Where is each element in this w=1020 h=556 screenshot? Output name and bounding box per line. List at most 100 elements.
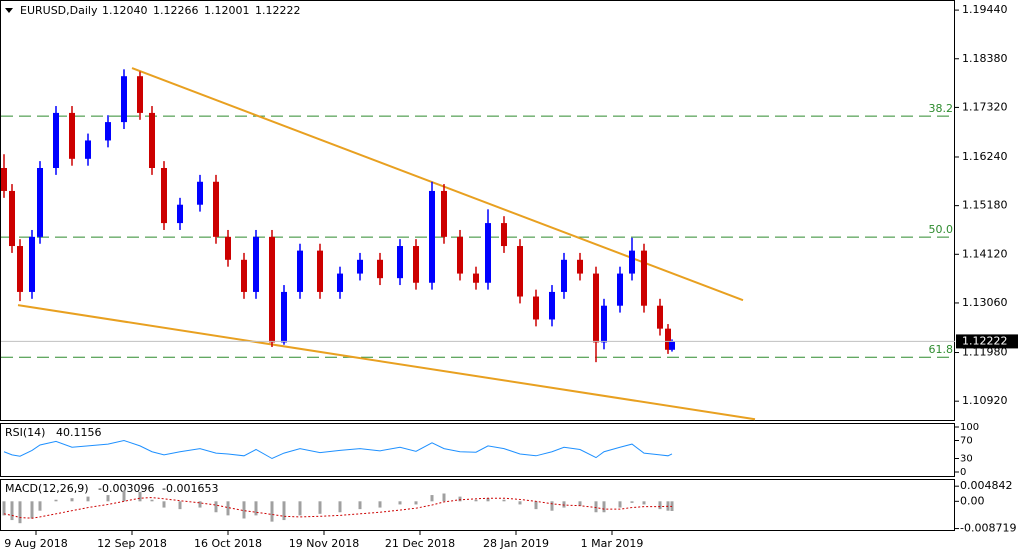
macd-bar: [458, 496, 462, 502]
candle-body: [593, 273, 599, 343]
macd-bar: [474, 499, 478, 502]
rsi-tick-label: 0: [960, 467, 966, 478]
macd-signal: [3, 497, 673, 519]
candle-body: [601, 305, 607, 343]
macd-bar: [254, 501, 258, 516]
macd-bar: [162, 501, 166, 508]
macd-bar: [430, 495, 434, 502]
y-tick-label: 1.19440: [962, 3, 1008, 16]
macd-bar: [534, 501, 538, 510]
x-tick-label: 19 Nov 2018: [289, 537, 359, 550]
macd-bar: [18, 501, 22, 524]
candle-body: [105, 122, 111, 141]
candle-body: [517, 246, 523, 297]
macd-bar: [70, 498, 74, 502]
candle-body: [269, 236, 275, 343]
candle-body: [629, 250, 635, 274]
candle-body: [397, 246, 403, 279]
macd-main-value: -0.003096: [98, 482, 154, 495]
macd-bar: [502, 499, 506, 502]
y-tick-label: 1.16240: [962, 150, 1008, 163]
candle-body: [533, 296, 539, 320]
macd-bar: [106, 495, 110, 502]
candle-body: [9, 190, 15, 247]
candle-body: [317, 250, 323, 292]
candle-body: [441, 190, 447, 237]
x-tick-label: 28 Jan 2019: [483, 537, 549, 550]
candle-body: [177, 204, 183, 224]
candle-body: [253, 236, 259, 292]
candle-body: [501, 223, 507, 247]
rsi-tick-label: 70: [960, 436, 973, 447]
candle-body: [549, 291, 555, 320]
candle-body: [149, 112, 155, 168]
rsi-title: RSI(14): [5, 426, 45, 439]
candle-body: [297, 250, 303, 292]
macd-bar: [358, 501, 362, 510]
macd-tick-label: 0.00: [960, 494, 985, 507]
rsi-tick-label: 100: [960, 422, 979, 433]
macd-bar: [198, 501, 202, 508]
candle-body: [669, 341, 675, 350]
candle-body: [37, 168, 43, 237]
candle-body: [161, 168, 167, 224]
macd-bar: [442, 493, 446, 502]
trendline: [17, 304, 756, 421]
candle-body: [69, 112, 75, 159]
ohlc-label: 1.12222: [255, 4, 301, 17]
macd-bar: [562, 501, 566, 508]
x-tick-label: 12 Sep 2018: [97, 537, 167, 550]
macd-bar: [54, 499, 58, 502]
candle-body: [281, 291, 287, 343]
macd-bar: [226, 501, 230, 516]
macd-bar: [398, 501, 402, 505]
macd-frame: [0, 479, 955, 531]
candle-body: [485, 223, 491, 283]
candle-body: [53, 112, 59, 168]
candle-body: [577, 259, 583, 274]
ohlc-label: 1.12001: [204, 4, 250, 17]
candle-body: [85, 140, 91, 159]
macd-bar: [138, 491, 142, 502]
candle-body: [641, 250, 647, 306]
macd-bar: [242, 501, 246, 519]
candle-body: [357, 259, 363, 274]
candle-body: [121, 76, 127, 123]
candle-body: [1, 168, 7, 191]
rsi-tick-label: 30: [960, 454, 973, 465]
macd-title: MACD(12,26,9): [5, 482, 89, 495]
candle-body: [337, 273, 343, 292]
macd-bar: [30, 501, 34, 519]
x-tick-label: 1 Mar 2019: [581, 537, 644, 550]
last-price-box: [956, 334, 1018, 349]
candle-body: [657, 305, 663, 329]
y-tick-label: 1.10920: [962, 394, 1008, 407]
macd-bar: [298, 501, 302, 516]
main-frame: [0, 0, 955, 421]
y-tick-label: 1.14120: [962, 247, 1008, 260]
rsi-frame: [0, 423, 955, 477]
macd-bar: [86, 496, 90, 502]
macd-bar: [318, 501, 322, 514]
candle-body: [29, 236, 35, 292]
macd-bar: [486, 498, 490, 502]
candle-body: [457, 236, 463, 274]
macd-bar: [270, 501, 274, 522]
rsi-line: [3, 439, 673, 460]
y-tick-label: 1.15180: [962, 199, 1008, 212]
candle-body: [617, 273, 623, 306]
ohlc-label: 1.12040: [102, 4, 148, 17]
y-tick-label: 1.18380: [962, 52, 1008, 65]
macd-bar: [122, 490, 126, 502]
x-tick-label: 21 Dec 2018: [385, 537, 455, 550]
macd-bar: [2, 501, 6, 516]
candle-body: [429, 190, 435, 283]
rsi-value: 40.1156: [56, 426, 102, 439]
macd-bar: [150, 499, 154, 502]
macd-bar: [630, 501, 634, 503]
x-tick-label: 9 Aug 2018: [4, 537, 67, 550]
macd-signal-value: -0.001653: [162, 482, 218, 495]
macd-bar: [642, 501, 646, 505]
y-tick-label: 1.13060: [962, 296, 1008, 309]
candle-body: [197, 181, 203, 205]
